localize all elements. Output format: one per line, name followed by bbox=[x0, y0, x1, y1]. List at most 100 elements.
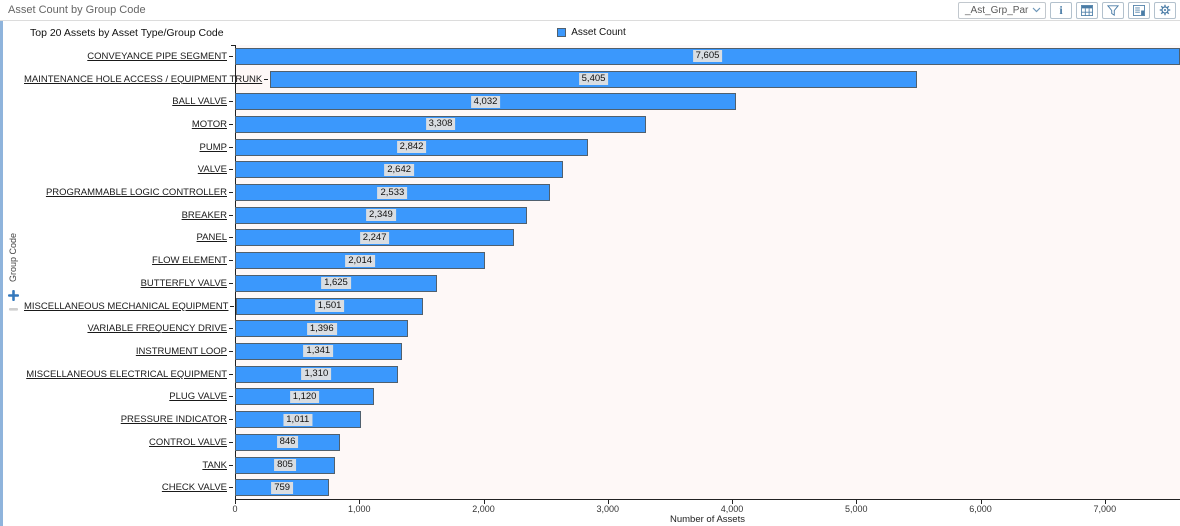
chart-row: PUMP 2,842 bbox=[24, 136, 1180, 159]
category-label[interactable]: PROGRAMMABLE LOGIC CONTROLLER bbox=[45, 187, 227, 199]
report-icon bbox=[1133, 4, 1145, 16]
bar-value-label: 1,625 bbox=[321, 277, 351, 290]
chart-row: PANEL 2,247 bbox=[24, 227, 1180, 250]
chart-row: MISCELLANEOUS MECHANICAL EQUIPMENT 1,501 bbox=[24, 295, 1180, 318]
expand-button[interactable] bbox=[7, 289, 19, 301]
category-label[interactable]: BREAKER bbox=[181, 209, 227, 221]
x-axis-title: Number of Assets bbox=[670, 514, 745, 525]
parameter-select[interactable]: _Ast_Grp_Par bbox=[958, 1, 1046, 19]
bar-track: 759 bbox=[235, 479, 1180, 497]
bar[interactable]: 2,014 bbox=[235, 252, 486, 270]
category-label[interactable]: BALL VALVE bbox=[172, 96, 227, 108]
bar-value-label: 846 bbox=[276, 436, 299, 449]
category-label[interactable]: VALVE bbox=[197, 164, 227, 176]
category-label[interactable]: FLOW ELEMENT bbox=[152, 255, 227, 267]
bar[interactable]: 805 bbox=[235, 456, 336, 474]
category-label[interactable]: PLUG VALVE bbox=[169, 391, 227, 403]
chevron-down-icon bbox=[1032, 7, 1041, 13]
bar[interactable]: 1,310 bbox=[235, 365, 398, 383]
chart-row: INSTRUMENT LOOP 1,341 bbox=[24, 340, 1180, 363]
bar[interactable]: 1,341 bbox=[235, 342, 402, 360]
x-tick-label: 1,000 bbox=[347, 504, 371, 514]
bar[interactable]: 759 bbox=[235, 479, 330, 497]
category-label[interactable]: PRESSURE INDICATOR bbox=[120, 414, 227, 426]
y-axis-title: Group Code bbox=[8, 233, 18, 283]
filter-button[interactable] bbox=[1102, 1, 1124, 19]
settings-button[interactable] bbox=[1154, 1, 1176, 19]
filter-icon bbox=[1107, 4, 1119, 16]
minus-icon bbox=[8, 307, 18, 311]
bar[interactable]: 2,642 bbox=[235, 161, 564, 179]
category-label[interactable]: INSTRUMENT LOOP bbox=[135, 345, 227, 357]
bar[interactable]: 1,396 bbox=[235, 320, 409, 338]
bar[interactable]: 3,308 bbox=[235, 115, 647, 133]
category-label[interactable]: PUMP bbox=[199, 141, 227, 153]
category-tick bbox=[229, 123, 233, 125]
x-tick-mark bbox=[607, 500, 609, 504]
bar[interactable]: 2,247 bbox=[235, 229, 515, 247]
bar-track: 3,308 bbox=[235, 115, 1180, 133]
category-tick bbox=[229, 146, 233, 148]
bar[interactable]: 1,625 bbox=[235, 274, 437, 292]
bar[interactable]: 1,011 bbox=[235, 411, 361, 429]
bar-value-label: 4,032 bbox=[470, 95, 501, 108]
bar-track: 1,341 bbox=[235, 342, 1180, 360]
bar-value-label: 805 bbox=[274, 459, 296, 471]
x-tick-mark bbox=[856, 500, 858, 504]
category-label[interactable]: CONVEYANCE PIPE SEGMENT bbox=[87, 50, 227, 62]
category-label[interactable]: MISCELLANEOUS MECHANICAL EQUIPMENT bbox=[24, 300, 229, 312]
x-tick-label: 4,000 bbox=[720, 504, 744, 514]
x-tick-label: 7,000 bbox=[1093, 504, 1117, 514]
bar-value-label: 1,011 bbox=[283, 413, 313, 426]
bar-track: 2,014 bbox=[235, 252, 1180, 270]
bar-track: 1,011 bbox=[235, 411, 1180, 429]
bar[interactable]: 4,032 bbox=[235, 93, 737, 111]
category-label[interactable]: MAINTENANCE HOLE ACCESS / EQUIPMENT TRUN… bbox=[24, 73, 263, 85]
chart-row: BUTTERFLY VALVE 1,625 bbox=[24, 272, 1180, 295]
legend-item-asset-count[interactable]: Asset Count bbox=[557, 27, 626, 38]
info-button[interactable]: i bbox=[1050, 1, 1072, 19]
bar[interactable]: 2,842 bbox=[235, 138, 589, 156]
category-label[interactable]: CHECK VALVE bbox=[161, 482, 227, 494]
chart-title: Top 20 Assets by Asset Type/Group Code bbox=[30, 27, 224, 39]
category-tick bbox=[229, 192, 233, 194]
bar[interactable]: 1,501 bbox=[236, 297, 423, 315]
collapse-button[interactable] bbox=[8, 307, 18, 311]
bar[interactable]: 2,533 bbox=[235, 184, 550, 202]
bar-value-label: 7,605 bbox=[692, 50, 723, 63]
chart-panel: Top 20 Assets by Asset Type/Group Code A… bbox=[0, 21, 1180, 526]
bar[interactable]: 7,605 bbox=[235, 47, 1180, 65]
bar[interactable]: 2,349 bbox=[235, 206, 527, 224]
bar-track: 1,625 bbox=[235, 274, 1180, 292]
category-label[interactable]: MOTOR bbox=[191, 118, 227, 130]
category-tick bbox=[229, 373, 233, 375]
bar-value-label: 1,120 bbox=[289, 390, 320, 403]
bar[interactable]: 846 bbox=[235, 433, 341, 451]
bar[interactable]: 1,120 bbox=[235, 388, 375, 406]
report-button[interactable] bbox=[1128, 1, 1150, 19]
x-tick-label: 2,000 bbox=[472, 504, 495, 514]
category-label[interactable]: CONTROL VALVE bbox=[149, 436, 227, 448]
chart-row: PLUG VALVE 1,120 bbox=[24, 386, 1180, 409]
legend-swatch bbox=[557, 28, 567, 37]
bar-value-label: 1,396 bbox=[306, 322, 337, 335]
category-label[interactable]: TANK bbox=[202, 459, 227, 471]
x-tick-mark bbox=[732, 500, 734, 504]
category-tick bbox=[229, 169, 233, 171]
category-label[interactable]: VARIABLE FREQUENCY DRIVE bbox=[87, 323, 227, 335]
x-axis-line bbox=[235, 499, 1180, 500]
x-tick-label: 5,000 bbox=[845, 504, 868, 514]
chart-rows: CONVEYANCE PIPE SEGMENT 7,605 MAINTENANCE … bbox=[24, 45, 1180, 499]
bar-value-label: 1,310 bbox=[301, 368, 332, 381]
bar[interactable]: 5,405 bbox=[270, 70, 917, 88]
bar-value-label: 2,247 bbox=[359, 231, 390, 244]
category-label[interactable]: MISCELLANEOUS ELECTRICAL EQUIPMENT bbox=[26, 368, 227, 380]
category-tick bbox=[229, 350, 233, 352]
bar-track: 2,533 bbox=[235, 184, 1180, 202]
bar-value-label: 5,405 bbox=[578, 73, 609, 86]
bar-value-label: 2,533 bbox=[377, 186, 408, 199]
table-button[interactable] bbox=[1076, 1, 1098, 19]
category-label[interactable]: BUTTERFLY VALVE bbox=[140, 277, 227, 289]
category-label[interactable]: PANEL bbox=[196, 232, 227, 244]
x-tick-mark bbox=[235, 500, 236, 504]
